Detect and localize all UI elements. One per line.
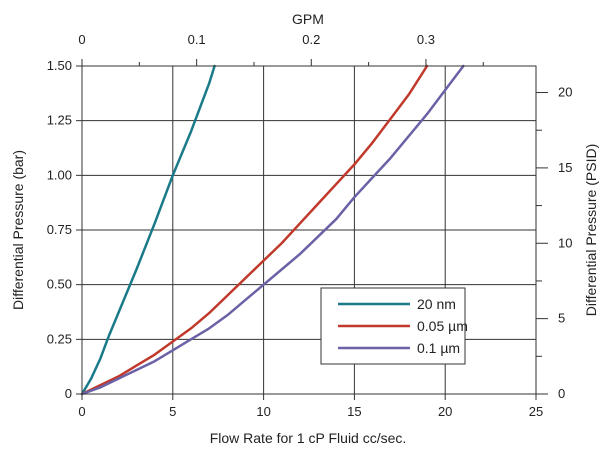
x2-axis-label: GPM (292, 11, 324, 27)
x-tick-label: 5 (169, 404, 176, 419)
y2-tick-label: 10 (558, 235, 572, 250)
legend: 20 nm 0.05 µm 0.1 µm (320, 287, 468, 365)
legend-label-0-1um: 0.1 µm (417, 340, 460, 356)
series-line-0-1-m (80, 64, 465, 396)
y2-tick-label: 15 (558, 160, 572, 175)
x2-tick-label: 0.1 (188, 32, 206, 47)
x2-tick-label: 0 (78, 32, 85, 47)
legend-label-20nm: 20 nm (417, 296, 456, 312)
y-tick-label: 0.75 (47, 222, 72, 237)
y-axis-label: Differential Pressure (bar) (10, 150, 26, 310)
y-tick-label: 0.25 (47, 331, 72, 346)
x-axis-label: Flow Rate for 1 cP Fluid cc/sec. (210, 430, 407, 446)
series-line-0-05-m (80, 64, 429, 396)
series-layer (80, 64, 465, 396)
axes (76, 59, 548, 400)
x2-tick-label: 0.2 (302, 32, 320, 47)
x-tick-label: 0 (78, 404, 85, 419)
series-line-20-nm (80, 64, 216, 396)
y2-tick-label: 20 (558, 85, 572, 100)
x-tick-label: 15 (347, 404, 361, 419)
y2-tick-label: 5 (558, 311, 565, 326)
x2-tick-label: 0.3 (417, 32, 435, 47)
y-tick-label: 1.25 (47, 113, 72, 128)
y-tick-label: 1.00 (47, 167, 72, 182)
x-tick-label: 25 (529, 404, 543, 419)
legend-label-0-05um: 0.05 µm (417, 318, 468, 334)
y2-axis-label: Differential Pressure (PSID) (583, 144, 599, 316)
y-tick-label: 0.50 (47, 277, 72, 292)
y-tick-label: 1.50 (47, 58, 72, 73)
grid (82, 66, 536, 394)
x-tick-label: 10 (256, 404, 270, 419)
x-tick-label: 20 (438, 404, 452, 419)
y-tick-label: 0 (65, 386, 72, 401)
y2-tick-label: 0 (558, 386, 565, 401)
